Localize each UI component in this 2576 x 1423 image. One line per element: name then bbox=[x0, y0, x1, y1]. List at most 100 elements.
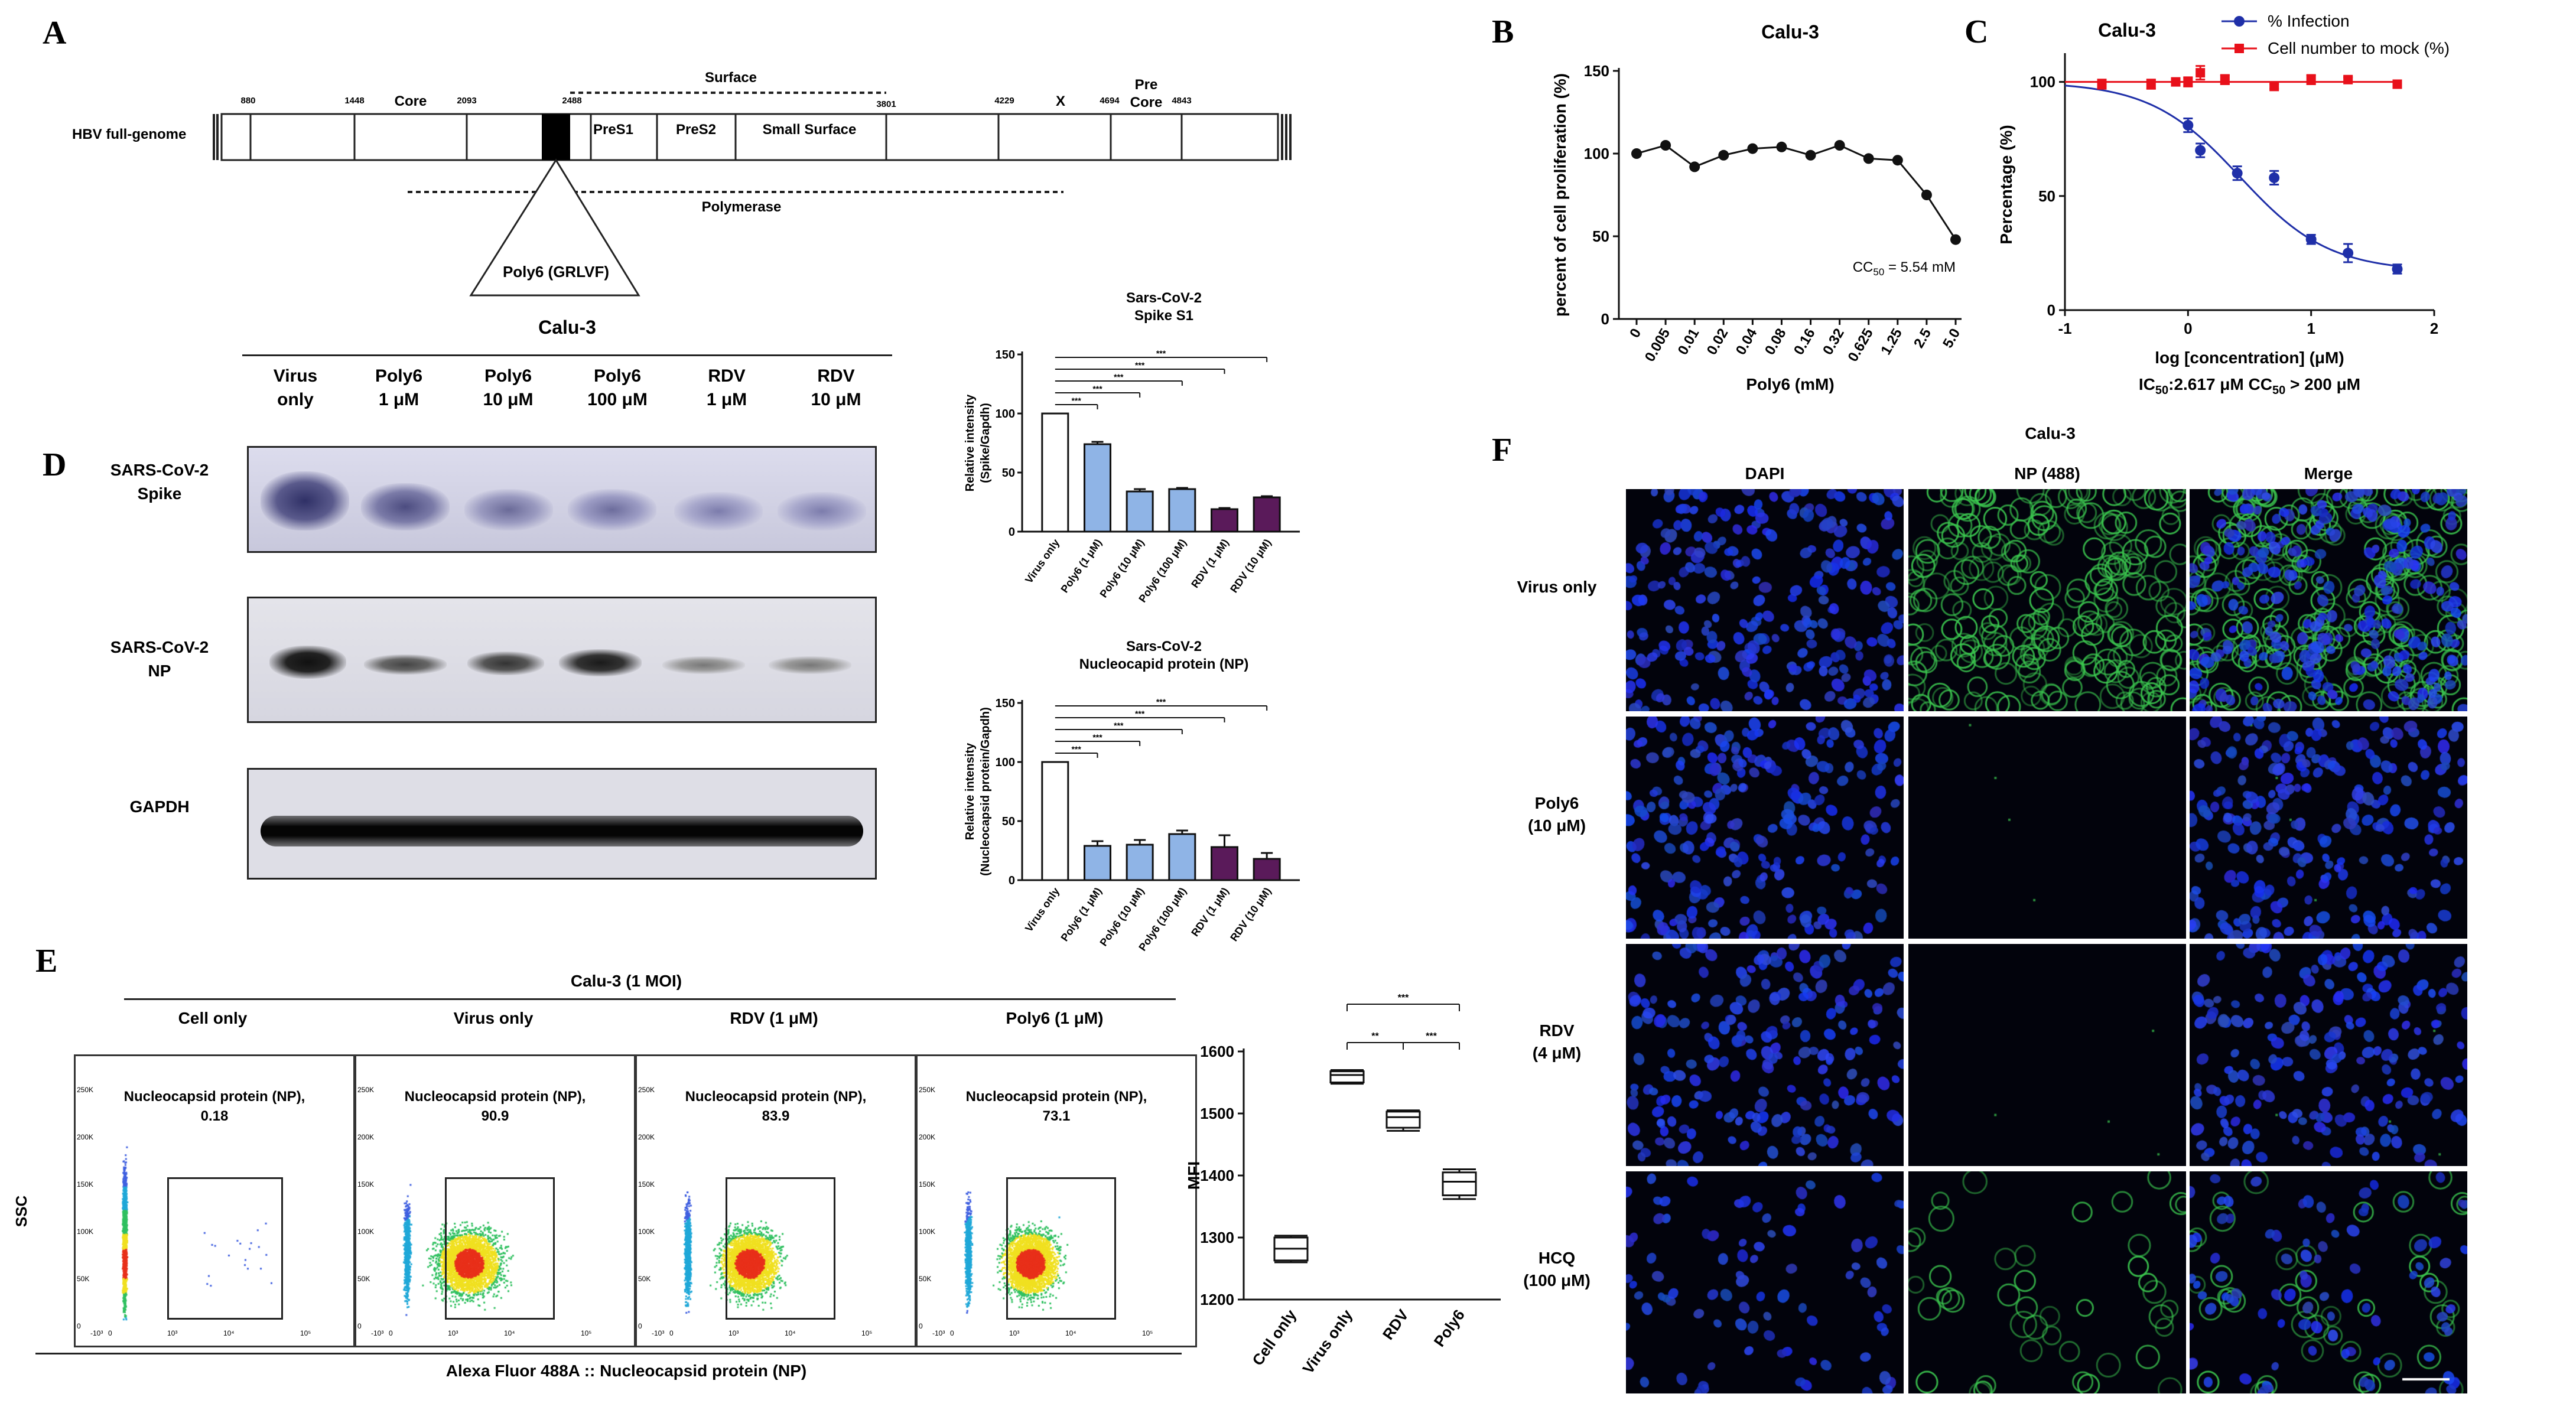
chart-b-line bbox=[1636, 144, 1957, 240]
chart-d2-bar bbox=[1084, 845, 1111, 881]
chart-d2-ytick: 100 bbox=[996, 756, 1015, 769]
flow-gate-0 bbox=[167, 1177, 283, 1320]
flow-xtick-3-3: 10⁴ bbox=[1065, 1329, 1076, 1337]
flow-xtick-3-1: 0 bbox=[950, 1329, 954, 1337]
flow-scatter-1 bbox=[380, 1074, 634, 1322]
chart-d1-bar bbox=[1084, 443, 1111, 533]
flow-plot-2: Nucleocapsid protein (NP),83.9250K200K15… bbox=[635, 1054, 916, 1347]
chart-e-ylabel: MFI bbox=[1185, 1161, 1203, 1190]
chart-e-ytick: 1500 bbox=[1200, 1105, 1234, 1122]
chart-c-point-cellnumber bbox=[2097, 79, 2107, 89]
position-4843: 4843 bbox=[1172, 96, 1192, 106]
chart-d2-bar bbox=[1253, 858, 1281, 881]
flow-group-2: RDV (1 μM) bbox=[730, 1009, 818, 1027]
flow-ytick-1-2: 150K bbox=[357, 1180, 375, 1188]
e-y-axis-label: SSC bbox=[12, 1195, 31, 1227]
lane-label-4-line2: 1 μM bbox=[706, 390, 747, 409]
blot-label-np-1: SARS-CoV-2 bbox=[110, 638, 209, 656]
chart-d2-xtick: Poly6 (1 μM) bbox=[1059, 885, 1104, 943]
flow-ytick-1-4: 50K bbox=[357, 1275, 370, 1283]
chart-b-ytick: 150 bbox=[1584, 62, 1609, 80]
position-2488: 2488 bbox=[562, 96, 582, 106]
blot-label-np-2: NP bbox=[148, 662, 171, 680]
chart-b-xtick: 0.005 bbox=[1642, 326, 1673, 365]
panel-letter-b: B bbox=[1492, 14, 1514, 50]
peptide-label: Poly6 (GRLVF) bbox=[502, 263, 610, 281]
chart-e-ytick: 1400 bbox=[1200, 1167, 1234, 1184]
flow-ytick-0-5: 0 bbox=[77, 1322, 81, 1330]
flow-group-1: Virus only bbox=[453, 1009, 534, 1027]
chart-d2-title-1: Sars-CoV-2 bbox=[1126, 639, 1202, 654]
chart-e-xtick: RDV bbox=[1379, 1306, 1412, 1343]
chart-c-point-infection bbox=[2305, 234, 2317, 245]
chart-e-ytick: 1200 bbox=[1200, 1291, 1234, 1308]
micro-canvas-3-0 bbox=[1626, 1171, 1904, 1393]
flow-ytick-0-1: 200K bbox=[77, 1133, 94, 1141]
chart-d2-ylabel-1: Relative intensity bbox=[964, 743, 977, 840]
chart-b-xtick: 0.625 bbox=[1845, 326, 1876, 365]
chart-c-point-infection bbox=[2269, 172, 2280, 183]
region-core: Core bbox=[394, 93, 427, 109]
chart-b-xtick: 0.32 bbox=[1820, 326, 1848, 358]
chart-c-point-infection bbox=[2392, 263, 2403, 275]
flow-gate-2 bbox=[726, 1177, 835, 1320]
blot-label-spike-1: SARS-CoV-2 bbox=[110, 461, 209, 479]
flow-plot-0: Nucleocapsid protein (NP),0.18250K200K15… bbox=[74, 1054, 355, 1347]
hbv-genome-map bbox=[213, 92, 1292, 297]
chart-b-xtick: 0.04 bbox=[1733, 325, 1761, 358]
chart-d1-bar bbox=[1211, 508, 1238, 533]
chart-c-xtick: 1 bbox=[2307, 320, 2315, 337]
flow-ytick-3-5: 0 bbox=[919, 1322, 923, 1330]
chart-e-xtick: Virus only bbox=[1299, 1306, 1357, 1377]
micro-row-label-2-1: (4 μM) bbox=[1532, 1044, 1582, 1062]
chart-b-point bbox=[1805, 149, 1816, 161]
chart-c-xlabel: log [concentration] (μM) bbox=[2155, 349, 2344, 367]
lane-label-4-line1: RDV bbox=[708, 366, 746, 386]
chart-c-ylabel: Percentage (%) bbox=[1997, 125, 2015, 244]
chart-b-point bbox=[1950, 234, 1961, 245]
flow-xtick-1-0: -10³ bbox=[371, 1329, 384, 1337]
flow-xtick-3-2: 10³ bbox=[1009, 1329, 1020, 1337]
chart-c-point-cellnumber bbox=[2171, 77, 2181, 87]
chart-c-xtick: -1 bbox=[2058, 320, 2071, 337]
chart-c-point-cellnumber bbox=[2269, 82, 2279, 92]
flow-ytick-0-3: 100K bbox=[77, 1227, 94, 1236]
chart-e-ytick: 1600 bbox=[1200, 1043, 1234, 1060]
lane-label-2-line1: Poly6 bbox=[484, 366, 532, 386]
region-pre-core: Core bbox=[1130, 95, 1163, 110]
micro-canvas-0-2 bbox=[2190, 489, 2467, 711]
panel-letter-d: D bbox=[43, 447, 67, 483]
flow-scatter-3 bbox=[941, 1074, 1195, 1322]
chart-b-ytick: 100 bbox=[1584, 145, 1609, 162]
region-pres2: PreS2 bbox=[675, 122, 717, 138]
lane-label-5-line2: 10 μM bbox=[811, 390, 861, 409]
chart-c-ytick: 100 bbox=[2030, 73, 2055, 91]
micro-canvas-3-1 bbox=[1908, 1171, 2186, 1393]
chart-c-legend-1: Cell number to mock (%) bbox=[2268, 39, 2450, 57]
micro-row-label-3-1: (100 μM) bbox=[1523, 1271, 1591, 1290]
flow-ytick-1-5: 0 bbox=[357, 1322, 362, 1330]
micro-image-1-2 bbox=[2190, 717, 2467, 939]
chart-d2-sig: *** bbox=[1156, 697, 1166, 706]
flow-ytick-0-0: 250K bbox=[77, 1086, 94, 1094]
chart-d2-ytick: 150 bbox=[996, 697, 1015, 710]
lane-label-3-line1: Poly6 bbox=[593, 366, 642, 386]
chart-d2-bar bbox=[1126, 844, 1154, 881]
lane-label-1-line2: 1 μM bbox=[378, 390, 419, 409]
chart-d1-ylabel-2: (Spike/Gapdh) bbox=[979, 403, 992, 483]
chart-d1-xtick: Virus only bbox=[1023, 537, 1062, 585]
e-title-line bbox=[124, 998, 1176, 1000]
micro-image-1-1 bbox=[1908, 717, 2186, 939]
peptide-triangle bbox=[469, 158, 640, 297]
chart-c-point-cellnumber bbox=[2220, 74, 2230, 84]
chart-b-xtick: 5.0 bbox=[1940, 326, 1963, 351]
chart-b-ytick: 0 bbox=[1601, 310, 1609, 328]
e-frame-line bbox=[35, 1353, 1182, 1354]
micro-image-3-1 bbox=[1908, 1171, 2186, 1393]
chart-d1-bar bbox=[1253, 496, 1281, 533]
chart-c-point-cellnumber bbox=[2306, 74, 2316, 84]
chart-d1-bar bbox=[1041, 412, 1069, 533]
chart-b-xlabel: Poly6 (mM) bbox=[1746, 375, 1834, 393]
chart-b-xtick: 0 bbox=[1627, 326, 1644, 341]
